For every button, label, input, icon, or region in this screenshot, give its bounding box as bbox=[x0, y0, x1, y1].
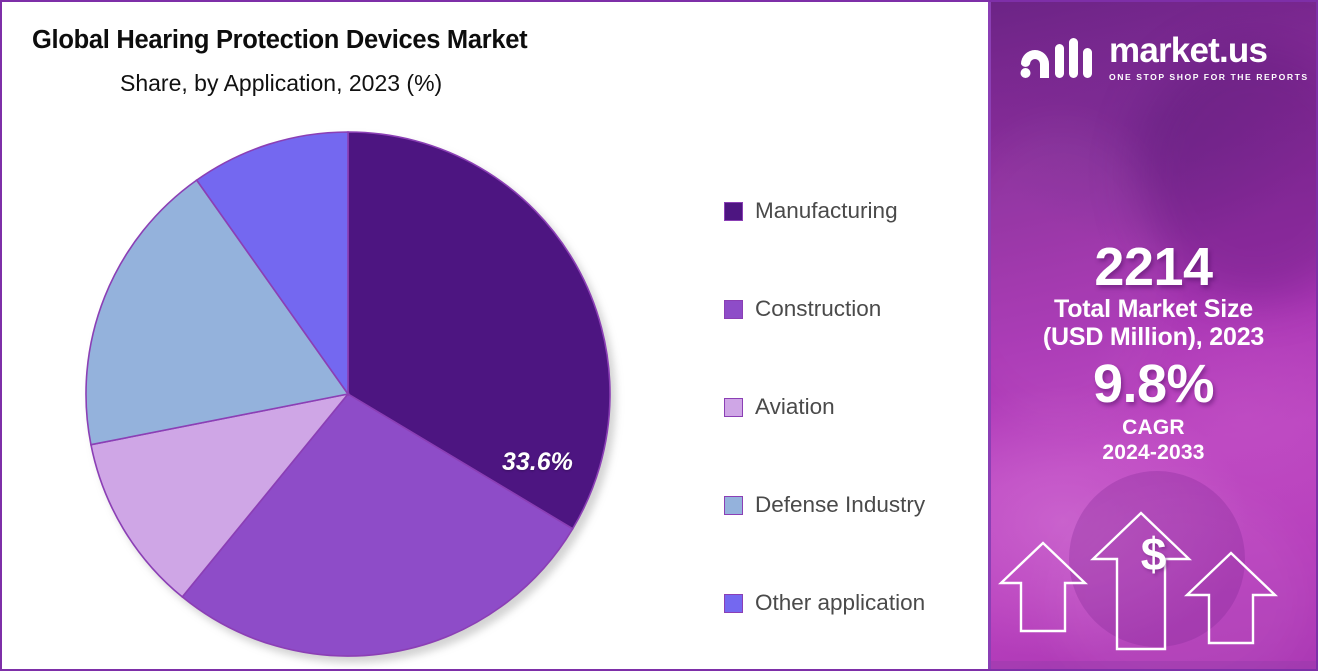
pie-slice[interactable]: Defense Industry 18.3% bbox=[85, 179, 350, 446]
legend-item[interactable]: Manufacturing bbox=[724, 162, 982, 260]
legend-item-label: Construction bbox=[755, 295, 882, 321]
pie-chart: Manufacturing 33.6%Construction 27.3%Avi… bbox=[84, 130, 616, 663]
legend-item-label: Manufacturing bbox=[755, 197, 898, 223]
legend-swatch-icon bbox=[724, 201, 743, 221]
chart-subtitle: Share, by Application, 2023 (%) bbox=[120, 70, 443, 96]
cagr-label: CAGR bbox=[1122, 416, 1185, 440]
pie-slice[interactable]: Manufacturing 33.6% bbox=[347, 131, 611, 530]
brand-sidebar: market.us ONE STOP SHOP FOR THE REPORTS … bbox=[988, 2, 1316, 669]
market-size-label-line1: Total Market Size bbox=[1054, 295, 1253, 324]
cagr-period: 2024-2033 bbox=[1102, 440, 1205, 464]
page-title: Global Hearing Protection Devices Market bbox=[32, 26, 528, 54]
legend-swatch-icon bbox=[724, 593, 743, 613]
dollar-symbol: $ bbox=[1140, 528, 1167, 580]
pie-slice-label-manufacturing: 33.6% bbox=[502, 448, 573, 476]
logo-tagline: ONE STOP SHOP FOR THE REPORTS bbox=[1109, 71, 1309, 82]
brand-logo: market.us ONE STOP SHOP FOR THE REPORTS bbox=[1013, 31, 1309, 82]
cagr-value: 9.8% bbox=[1092, 354, 1215, 415]
pie-slice[interactable]: Construction 27.3% bbox=[181, 392, 574, 657]
legend-item-label: Other application bbox=[755, 589, 926, 615]
legend-item-label: Defense Industry bbox=[755, 491, 926, 517]
market-size-label-line2: (USD Million), 2023 bbox=[1042, 323, 1265, 352]
sidebar-baseline bbox=[991, 661, 1316, 669]
pie-slices-svg: Manufacturing 33.6%Construction 27.3%Avi… bbox=[85, 131, 611, 657]
legend-item[interactable]: Defense Industry bbox=[724, 456, 982, 554]
legend-item-label: Aviation bbox=[755, 393, 835, 419]
pie-slice[interactable]: Aviation 11% bbox=[90, 392, 351, 599]
legend-swatch-icon bbox=[724, 495, 743, 515]
market-size-value: 2214 bbox=[1094, 237, 1213, 297]
chart-legend: Manufacturing Construction Aviation Defense… bbox=[724, 162, 982, 652]
growth-arrows-icon bbox=[998, 511, 1278, 651]
legend-item[interactable]: Aviation bbox=[724, 358, 982, 456]
stats-block: 2214 Total Market Size (USD Million), 20… bbox=[991, 237, 1316, 466]
legend-swatch-icon bbox=[724, 397, 743, 417]
market-us-bars-icon bbox=[1020, 38, 1092, 78]
legend-swatch-icon bbox=[724, 299, 743, 319]
logo-wordmark: market.us bbox=[1109, 31, 1268, 71]
pie-slice[interactable]: Other application 9.8% bbox=[195, 131, 349, 397]
chart-panel: Global Hearing Protection Devices Market… bbox=[2, 2, 988, 669]
legend-item[interactable]: Construction bbox=[724, 260, 982, 358]
legend-item[interactable]: Other application bbox=[724, 554, 982, 652]
